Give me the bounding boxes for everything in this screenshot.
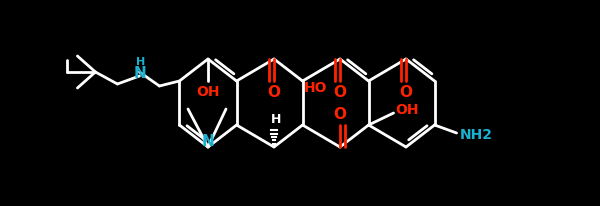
- Text: OH: OH: [196, 85, 220, 99]
- Text: N: N: [134, 67, 147, 82]
- Text: O: O: [268, 84, 281, 99]
- Text: H: H: [271, 112, 281, 125]
- Text: N: N: [202, 133, 214, 149]
- Text: O: O: [400, 84, 413, 99]
- Text: O: O: [334, 84, 347, 99]
- Text: O: O: [334, 107, 347, 122]
- Text: HO: HO: [304, 81, 327, 95]
- Text: H: H: [136, 57, 145, 67]
- Text: OH: OH: [395, 103, 418, 117]
- Text: NH2: NH2: [460, 128, 493, 142]
